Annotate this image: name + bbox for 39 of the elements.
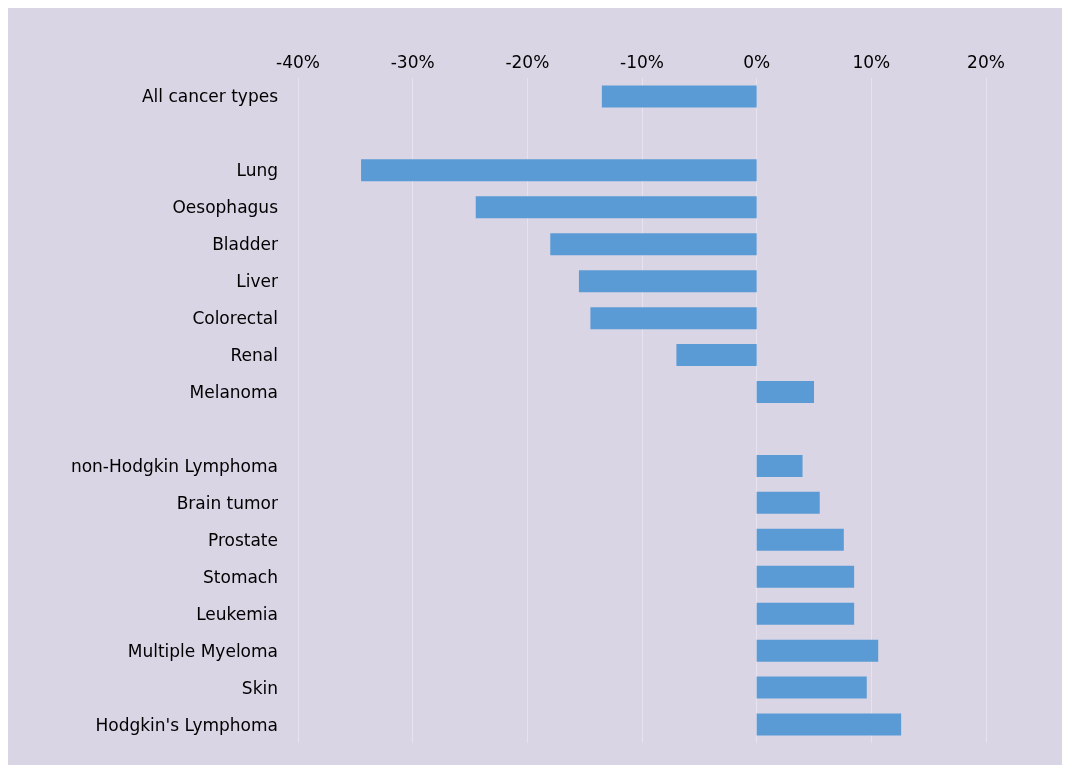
y-tick-label: Colorectal [192,308,278,329]
x-tick-label: -40% [276,51,320,72]
y-tick-label: All cancer types [141,86,279,107]
bar [601,85,757,108]
bar [756,528,844,551]
bar [756,602,855,625]
x-tick-label: 0% [743,51,771,72]
bar [475,196,757,219]
bar [756,565,855,588]
x-tick-label: 20% [967,51,1005,72]
bar [756,381,814,404]
bar [756,639,879,662]
bar [756,454,803,477]
y-tick-label: Renal [230,345,278,366]
y-tick-label: Liver [236,271,279,292]
bar [676,344,757,367]
y-tick-label: non-Hodgkin Lymphoma [70,455,278,476]
bar [756,676,867,699]
y-tick-label: Stomach [203,566,278,587]
bar [578,270,757,293]
bar [756,713,902,736]
x-tick-label: 10% [852,51,891,72]
bar [590,307,757,330]
bar [756,491,820,514]
y-tick-label: Melanoma [189,382,278,403]
y-tick-label: Leukemia [196,603,278,624]
y-tick-label: Brain tumor [176,492,278,513]
x-tick-label: -20% [505,51,550,72]
x-tick-label: -10% [620,51,664,72]
y-tick-label: Hodgkin's Lymphoma [95,714,278,735]
y-tick-label: Skin [241,677,278,698]
y-tick-label: Lung [236,160,278,181]
y-tick-label: Bladder [212,234,278,255]
bar [361,159,757,182]
y-tick-label: Oesophagus [172,197,279,218]
y-tick-label: Prostate [207,529,278,550]
bar [550,233,757,256]
x-tick-label: -30% [390,51,435,72]
y-tick-label: Multiple Myeloma [127,640,278,661]
